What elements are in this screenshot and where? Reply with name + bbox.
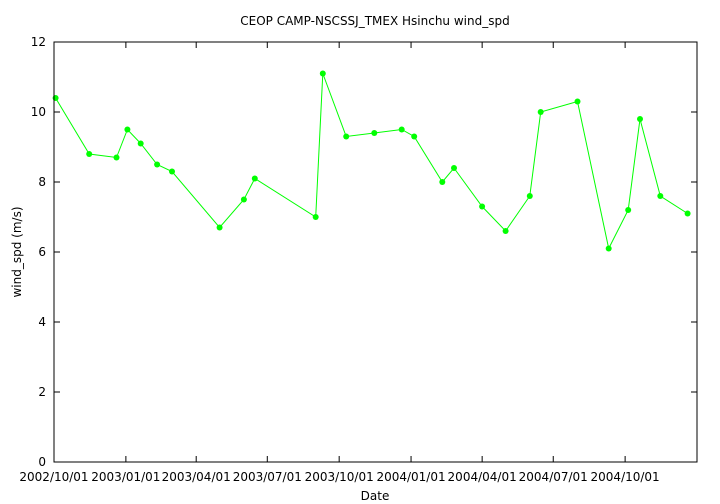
- x-tick-label: 2004/04/01: [448, 470, 517, 484]
- data-point: [657, 193, 664, 199]
- x-tick-label: 2003/01/01: [91, 470, 160, 484]
- data-point: [637, 116, 643, 122]
- series-line: [55, 73, 688, 250]
- data-point: [124, 126, 131, 133]
- data-point: [398, 126, 405, 133]
- y-tick-label: 0: [38, 455, 46, 469]
- x-axis-label: Date: [361, 489, 390, 503]
- data-point: [526, 193, 533, 199]
- data-point: [312, 214, 319, 220]
- data-point: [411, 133, 418, 140]
- x-tick-label: 2004/10/01: [591, 470, 660, 484]
- y-tick-label: 4: [38, 315, 46, 329]
- y-tick-label: 6: [38, 245, 46, 259]
- data-point: [439, 179, 446, 185]
- data-point: [251, 175, 258, 182]
- data-point: [137, 140, 144, 147]
- y-tick-label: 10: [31, 105, 46, 119]
- y-tick-label: 2: [38, 385, 46, 399]
- x-tick-label: 2002/10/01: [19, 470, 88, 484]
- data-point: [371, 130, 378, 136]
- data-point: [537, 109, 544, 115]
- data-point: [574, 98, 581, 105]
- data-point: [86, 151, 93, 157]
- data-series: [52, 70, 691, 252]
- y-tick-label: 12: [31, 35, 46, 49]
- y-axis-label: wind_spd (m/s): [10, 206, 24, 297]
- data-point: [169, 168, 175, 175]
- plot-frame: [53, 41, 698, 463]
- data-point: [216, 224, 223, 231]
- x-tick-label: 2003/04/01: [162, 470, 231, 484]
- x-tick-label: 2003/10/01: [305, 470, 374, 484]
- data-point: [479, 203, 486, 210]
- data-point: [154, 161, 161, 168]
- y-tick-label: 8: [38, 175, 46, 189]
- data-point: [605, 245, 612, 252]
- data-point: [684, 210, 691, 217]
- data-point: [343, 133, 350, 140]
- data-point: [625, 207, 632, 213]
- x-tick-label: 2004/07/01: [519, 470, 588, 484]
- x-tick-label: 2004/01/01: [376, 470, 445, 484]
- data-point: [240, 196, 247, 203]
- data-point: [502, 228, 509, 234]
- x-tick-label: 2003/07/01: [233, 470, 302, 484]
- data-point: [451, 165, 457, 171]
- chart-title: CEOP CAMP-NSCSSJ_TMEX Hsinchu wind_spd: [240, 14, 509, 28]
- data-point: [113, 154, 120, 161]
- data-point: [319, 70, 326, 77]
